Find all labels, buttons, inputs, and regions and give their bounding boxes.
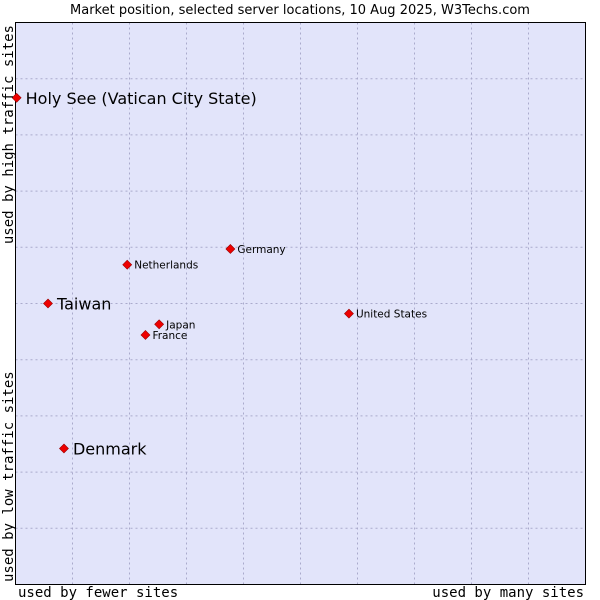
data-points: Holy See (Vatican City State) Germany Neth…	[11, 89, 427, 458]
y-axis-label-bottom: used by low traffic sites	[1, 371, 17, 582]
point-label-netherlands: Netherlands	[134, 260, 198, 272]
x-axis-label-right: used by many sites	[432, 585, 584, 600]
point-marker-japan	[154, 319, 165, 330]
point-label-denmark: Denmark	[73, 439, 147, 458]
point-label-japan: Japan	[165, 319, 195, 331]
grid-lines	[15, 22, 586, 585]
x-axis-label-left: used by fewer sites	[18, 585, 178, 600]
point-label-holy-see-vatican-city-state: Holy See (Vatican City State)	[26, 89, 257, 108]
point-marker-netherlands	[122, 259, 133, 270]
point-label-taiwan: Taiwan	[56, 295, 111, 314]
chart-title: Market position, selected server locatio…	[70, 3, 530, 18]
point-label-germany: Germany	[237, 244, 285, 256]
point-marker-denmark	[59, 443, 69, 454]
point-marker-germany	[225, 244, 236, 254]
point-marker-holy-see-vatican-city-state	[11, 92, 22, 103]
point-label-france: France	[152, 330, 187, 342]
point-marker-taiwan	[43, 298, 53, 309]
y-axis-label-top: used by high traffic sites	[1, 25, 17, 244]
point-marker-united-states	[344, 308, 354, 319]
plot-border	[15, 22, 586, 585]
point-marker-france	[140, 330, 151, 340]
point-label-united-states: United States	[356, 309, 427, 321]
